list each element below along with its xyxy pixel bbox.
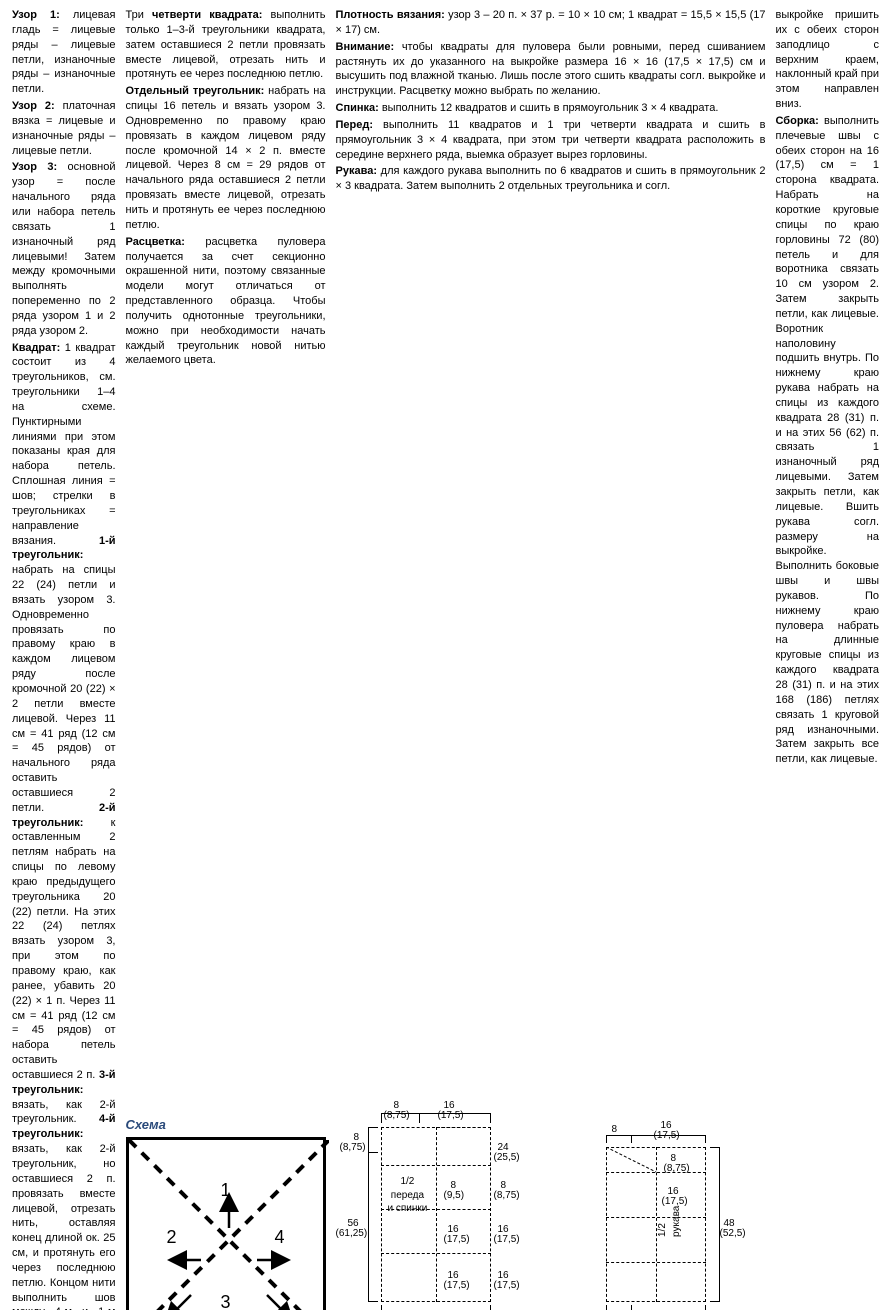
body-left-bracket (368, 1127, 378, 1302)
sleeve-tri (606, 1147, 706, 1177)
body-left-bracket-mid (368, 1152, 378, 1153)
br-db: (17,5) (494, 1279, 520, 1293)
spinka: Спинка: выполнить 12 квадратов и сшить в… (336, 101, 766, 116)
pattern-diagram: 8 (8,75) 16 (17,5) 8 (8,75) 56 (61,25) 2… (326, 1107, 766, 1310)
sleeve-top-bm (631, 1135, 632, 1143)
sleeve-center: 1/2 рукава (656, 1206, 683, 1237)
schema-num-2: 2 (167, 1225, 177, 1249)
text-columns: Узор 1: лицевая гладь = лицевые ряды – л… (12, 8, 879, 1310)
schema-num-4: 4 (274, 1225, 284, 1249)
plotnost: Плотность вязания: узор 3 – 20 п. × 37 р… (336, 8, 766, 38)
br-cb: (17,5) (494, 1233, 520, 1247)
si-ab: (8,75) (664, 1162, 690, 1176)
br-bb: (8,75) (494, 1189, 520, 1203)
rukava: Рукава: для каждого рукава выполнить по … (336, 164, 766, 194)
schema-title: Схема (126, 1116, 326, 1134)
body-bottom-bracket (381, 1305, 491, 1310)
schema-num-1: 1 (220, 1178, 230, 1202)
rascvetka: Расцветка: расцветка пуловера получается… (126, 235, 326, 369)
body-center: 1/2 переда и спинки (388, 1175, 428, 1216)
bt-l2b: (17,5) (438, 1109, 464, 1123)
body-top-bracket-mid (419, 1113, 420, 1123)
bt-l1b: (8,75) (384, 1109, 410, 1123)
sr-cb: (52,5) (720, 1227, 746, 1241)
sleeve-bottom-bracket (606, 1305, 706, 1310)
st-l2b: (17,5) (654, 1129, 680, 1143)
uzor3: Узор 3: основной узор = после начального… (12, 160, 116, 338)
pered: Перед: выполнить 11 квадратов и 1 три че… (336, 118, 766, 163)
sleeve-right-bracket (710, 1147, 720, 1302)
column-3: Плотность вязания: узор 3 – 20 п. × 37 р… (336, 8, 766, 1310)
vnimanie: Внимание: чтобы квадраты для пуловера бы… (336, 40, 766, 99)
st-l1: 8 (612, 1123, 618, 1137)
bl-l2b: (61,25) (336, 1227, 368, 1241)
bl-l1b: (8,75) (340, 1141, 366, 1155)
bc-db: (17,5) (444, 1279, 470, 1293)
uzor1: Узор 1: лицевая гладь = лицевые ряды – л… (12, 8, 116, 97)
tri-chetverti: Три четверти квадрата: выполнить только … (126, 8, 326, 82)
otdelny-treug: Отдельный треугольник: набрать на спицы … (126, 84, 326, 232)
schema-block: Схема 1 2 3 4 (126, 1116, 326, 1310)
sborka: Сборка: выполнить плечевые швы с обеих с… (776, 114, 880, 767)
column-2: Три четверти квадрата: выполнить только … (126, 8, 326, 1310)
column-4: выкройке пришить их с обеих сторон запод… (776, 8, 880, 1310)
body-col (436, 1127, 437, 1302)
schema-num-3: 3 (220, 1290, 230, 1310)
uzor2: Узор 2: платочная вязка = лицевые и изна… (12, 99, 116, 158)
br-ab: (25,5) (494, 1151, 520, 1165)
bc-cb: (17,5) (444, 1233, 470, 1247)
schema-square: 1 2 3 4 (126, 1137, 326, 1310)
cell-ab: (9,5) (444, 1189, 465, 1203)
column-1: Узор 1: лицевая гладь = лицевые ряды – л… (12, 8, 116, 1310)
sleeve-bottom-bm (631, 1305, 632, 1310)
neck-notch (436, 1127, 491, 1128)
schema-diagonals (129, 1140, 329, 1310)
kvadrat: Квадрат: 1 квадрат состоит из 4 треуголь… (12, 341, 116, 1310)
cont: выкройке пришить их с обеих сторон запод… (776, 8, 880, 112)
